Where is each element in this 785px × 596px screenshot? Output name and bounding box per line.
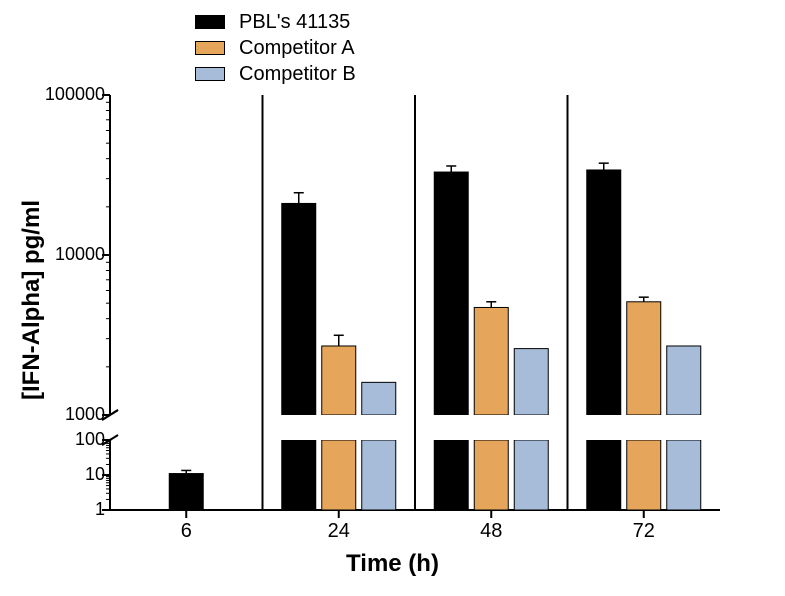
y-tick-label: 1 <box>25 499 105 520</box>
y-tick-label: 10000 <box>25 244 105 265</box>
chart-container: PBL's 41135 Competitor A Competitor B [I… <box>0 0 785 596</box>
legend-item: Competitor B <box>195 62 356 86</box>
legend-label: Competitor B <box>239 63 356 86</box>
y-tick-label: 1000 <box>25 404 105 425</box>
legend-label: Competitor A <box>239 37 355 60</box>
legend-item: Competitor A <box>195 36 356 60</box>
legend: PBL's 41135 Competitor A Competitor B <box>195 10 356 88</box>
legend-swatch-b <box>195 67 225 81</box>
x-tick-label: 6 <box>166 520 206 543</box>
y-tick-label: 100 <box>25 429 105 450</box>
legend-swatch-a <box>195 41 225 55</box>
chart-svg <box>0 0 785 596</box>
legend-label: PBL's 41135 <box>239 11 350 34</box>
legend-item: PBL's 41135 <box>195 10 356 34</box>
x-tick-label: 72 <box>624 520 664 543</box>
y-axis-title: [IFN-Alpha] pg/ml <box>18 200 46 400</box>
x-tick-label: 24 <box>319 520 359 543</box>
y-tick-label: 10 <box>25 464 105 485</box>
legend-swatch-pbl <box>195 15 225 29</box>
x-tick-label: 48 <box>471 520 511 543</box>
x-axis-title: Time (h) <box>0 550 785 578</box>
y-tick-label: 100000 <box>25 84 105 105</box>
